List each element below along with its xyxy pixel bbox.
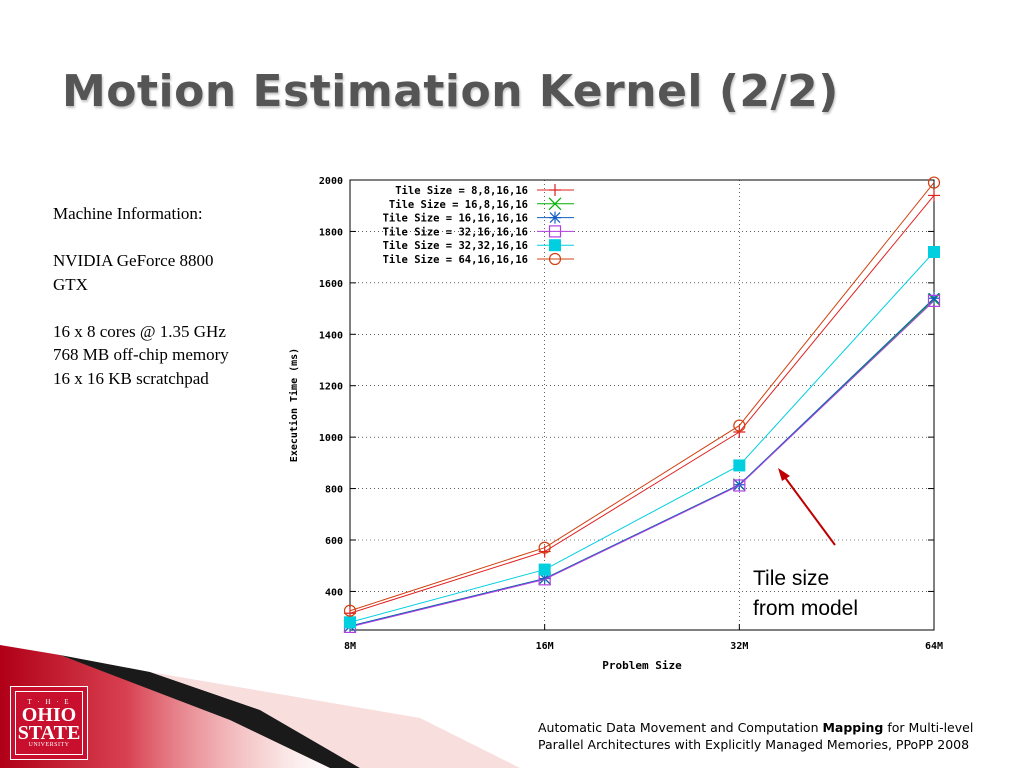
footer-text-pre: Automatic Data Movement and Computation: [538, 720, 823, 735]
x-tick-label: 8M: [344, 641, 356, 652]
footer-citation: Automatic Data Movement and Computation …: [538, 719, 1014, 753]
annotation-arrow: [780, 471, 836, 546]
legend-marker: [549, 239, 561, 252]
legend-label: Tile Size = 16,8,16,16: [389, 199, 528, 211]
footer-text-bold: Mapping: [822, 720, 884, 735]
legend-label: Tile Size = 32,32,16,16: [383, 240, 528, 252]
machine-info-heading: Machine Information:: [53, 204, 203, 223]
data-point: [927, 294, 941, 307]
series-line: [349, 182, 935, 612]
annotation-line-2: from model: [753, 597, 859, 620]
data-point: [538, 572, 551, 585]
data-point: [928, 292, 940, 305]
machine-gpu-line-2: GTX: [53, 274, 88, 294]
data-point: [343, 604, 357, 617]
data-point: [344, 616, 356, 629]
legend-marker: [549, 211, 561, 224]
data-point: [928, 246, 940, 258]
legend-label: Tile Size = 16,16,16,16: [383, 213, 528, 225]
logo-line-3: STATE: [17, 722, 81, 744]
y-tick-label: 800: [325, 485, 343, 496]
data-point: [927, 176, 941, 189]
y-tick-label: 2000: [319, 176, 343, 187]
logo-line-1: T · H · E: [27, 698, 71, 706]
y-tick-label: 1600: [319, 279, 343, 290]
plot-frame: [349, 179, 935, 631]
ohio-state-logo: T · H · E OHIO STATE UNIVERSITY: [10, 686, 88, 760]
legend-label: Tile Size = 64,16,16,16: [383, 254, 528, 266]
data-point: [733, 479, 746, 492]
footer-text-post: for Multi-level: [883, 720, 974, 735]
x-tick-label: 16M: [536, 641, 554, 652]
x-tick-label: 32M: [730, 641, 748, 652]
y-tick-label: 400: [325, 587, 343, 598]
legend-marker: [549, 184, 561, 196]
y-tick-label: 600: [325, 536, 343, 547]
logo-line-2: OHIO: [21, 704, 77, 726]
legend-marker: [548, 197, 562, 211]
legend-marker: [548, 252, 562, 266]
y-tick-label: 1800: [319, 227, 343, 238]
chart-series: [343, 176, 941, 634]
series-line: [349, 251, 935, 623]
data-point: [733, 478, 746, 491]
footer-text-line2: Parallel Architectures with Explicitly M…: [538, 737, 970, 752]
machine-cores-line: 16 x 8 cores @ 1.35 GHz: [53, 321, 226, 341]
annotation-line-1: Tile size: [753, 567, 830, 590]
x-axis-label: Problem Size: [602, 659, 682, 672]
data-point: [538, 563, 551, 576]
annotation-arrow-head: [778, 468, 790, 481]
y-axis-label: Execution Time (ms): [288, 348, 300, 462]
data-point: [733, 426, 746, 438]
legend-label: Tile Size = 32,16,16,16: [383, 226, 528, 238]
data-point: [928, 189, 940, 202]
series-line: [349, 195, 935, 614]
x-tick-labels: 8M 16M 32M 64M: [344, 641, 943, 652]
y-tick-labels: 400 600 800 1000 1200 1400 1600 1800 2000: [319, 176, 343, 598]
legend-marker: [548, 225, 562, 238]
x-tick-label: 64M: [925, 641, 943, 652]
legend-label: Tile Size = 8,8,16,16: [395, 185, 528, 197]
y-tick-label: 1000: [319, 433, 343, 444]
machine-info: Machine Information: NVIDIA GeForce 8800…: [53, 202, 293, 390]
chart-legend: Tile Size = 8,8,16,16 Tile Size = 16,8,16…: [383, 184, 574, 266]
y-tick-label: 1400: [319, 330, 343, 341]
data-point: [733, 419, 746, 432]
series-line: [349, 300, 935, 628]
machine-scratchpad-line: 16 x 16 KB scratchpad: [53, 368, 209, 388]
y-tick-label: 1200: [319, 382, 343, 393]
data-point: [733, 459, 746, 472]
annotation-text: Tile size from model: [753, 564, 858, 624]
page-title: Motion Estimation Kernel (2/2): [62, 66, 839, 117]
machine-memory-line: 768 MB off-chip memory: [53, 345, 229, 364]
series-line: [349, 297, 935, 627]
machine-gpu-line: NVIDIA GeForce 8800: [53, 251, 214, 270]
logo-line-4: UNIVERSITY: [28, 742, 70, 748]
data-point: [538, 541, 551, 554]
